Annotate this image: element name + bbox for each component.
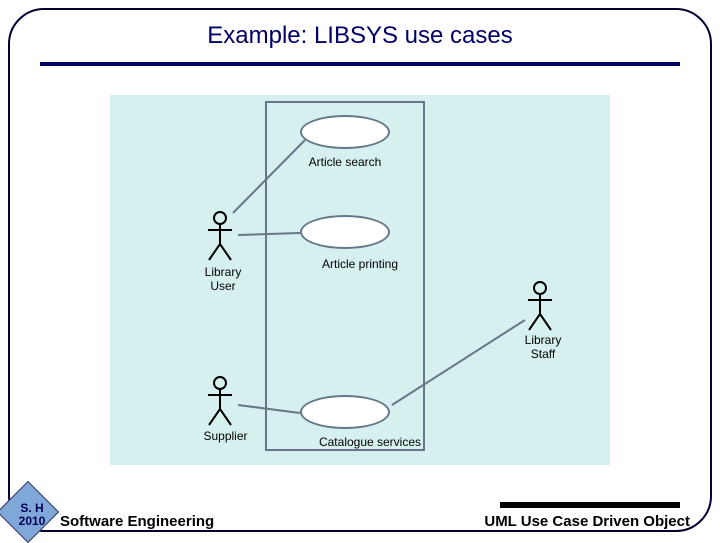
use-case-catalogue-services <box>300 395 390 429</box>
actor-library-user <box>205 210 235 262</box>
decorative-bar <box>500 502 680 508</box>
use-case-article-printing <box>300 215 390 249</box>
actor-label: Library Staff <box>518 333 568 361</box>
actor-label: Supplier <box>198 429 253 443</box>
use-case-article-search <box>300 115 390 149</box>
actor-library-staff <box>525 280 555 332</box>
actor-supplier <box>205 375 235 427</box>
badge-line1: S. H <box>20 501 43 515</box>
footer-right: UML Use Case Driven Object <box>484 513 690 530</box>
use-case-label: Article printing <box>310 257 410 271</box>
title-underline <box>40 62 680 66</box>
slide-title: Example: LIBSYS use cases <box>0 22 720 50</box>
use-case-label: Article search <box>300 155 390 169</box>
use-case-label: Catalogue services <box>310 435 430 449</box>
corner-badge-text: S. H 2010 <box>12 502 52 528</box>
badge-line2: 2010 <box>19 514 46 528</box>
actor-label: Library User <box>198 265 248 293</box>
use-case-diagram: Article search Article printing Catalogu… <box>110 95 610 465</box>
footer-left: Software Engineering <box>60 513 214 530</box>
